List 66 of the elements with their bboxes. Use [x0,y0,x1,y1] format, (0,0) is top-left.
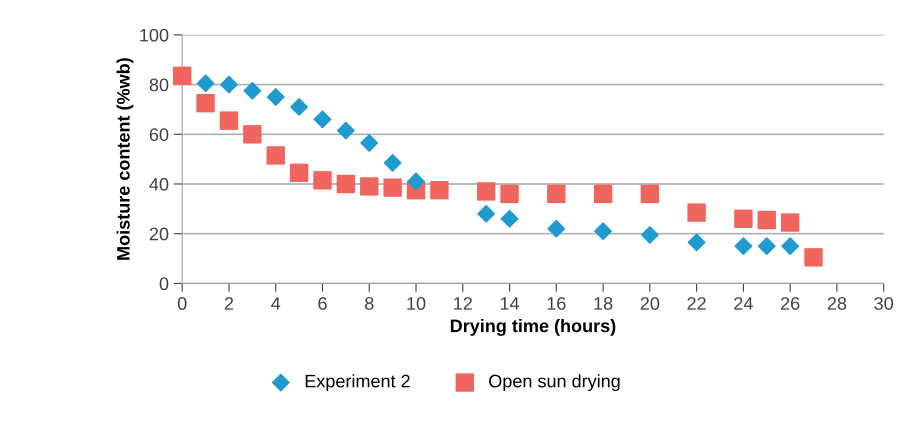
point [734,210,753,228]
point [758,210,776,230]
point [594,222,612,240]
point [476,182,496,201]
point [547,220,566,238]
x-tick-label: 28 [828,297,846,310]
point [196,94,215,112]
point [477,204,496,223]
point [313,171,332,190]
point [734,237,752,256]
point [220,111,238,130]
point [780,213,800,232]
point [687,203,706,222]
point [220,76,238,94]
point [360,177,378,196]
y-tick-label: 40 [149,178,168,191]
y-axis-title: Moisture content (%wb) [116,58,134,260]
point [688,233,706,252]
x-tick-label: 8 [365,297,374,310]
y-tick-label: 0 [160,277,168,290]
point [384,154,402,172]
point [290,164,308,182]
x-tick-label: 22 [687,297,706,310]
legend-label: Open sun drying [489,374,620,392]
point [758,237,776,256]
point [640,226,659,244]
x-tick-label: 24 [734,297,753,310]
y-tick-label: 80 [150,78,168,92]
point [547,184,566,204]
y-tick-label: 20 [150,228,168,240]
x-tick-label: 18 [594,297,612,310]
point [243,125,262,144]
point [383,178,402,197]
point [430,181,449,200]
point [360,134,378,152]
point [640,184,660,204]
point [196,74,214,92]
x-tick-label: 2 [224,297,234,310]
x-tick-label: 0 [178,297,187,310]
point [290,98,308,116]
point [266,88,285,106]
point [336,122,355,140]
x-tick-label: 16 [548,297,566,310]
x-tick-label: 14 [500,297,520,310]
x-tick-label: 20 [640,297,660,310]
point [500,184,519,204]
x-tick-label: 6 [318,297,327,310]
x-tick-label: 12 [454,297,472,310]
point [500,210,518,228]
y-tick-label: 60 [150,128,168,142]
point [407,172,425,190]
x-tick-label: 26 [781,297,800,310]
legend-label: Experiment 2 [306,374,410,392]
x-tick-label: 4 [271,297,280,310]
point [173,66,192,86]
x-tick-label: 30 [874,297,894,310]
point [243,82,262,100]
point [266,146,285,165]
point [314,110,332,128]
x-axis-title: Drying time (hours) [450,318,616,336]
point [336,174,356,194]
point [594,184,612,204]
point [781,237,800,256]
x-tick-label: 10 [407,297,426,310]
point [804,248,823,267]
y-tick-label: 100 [140,28,168,42]
